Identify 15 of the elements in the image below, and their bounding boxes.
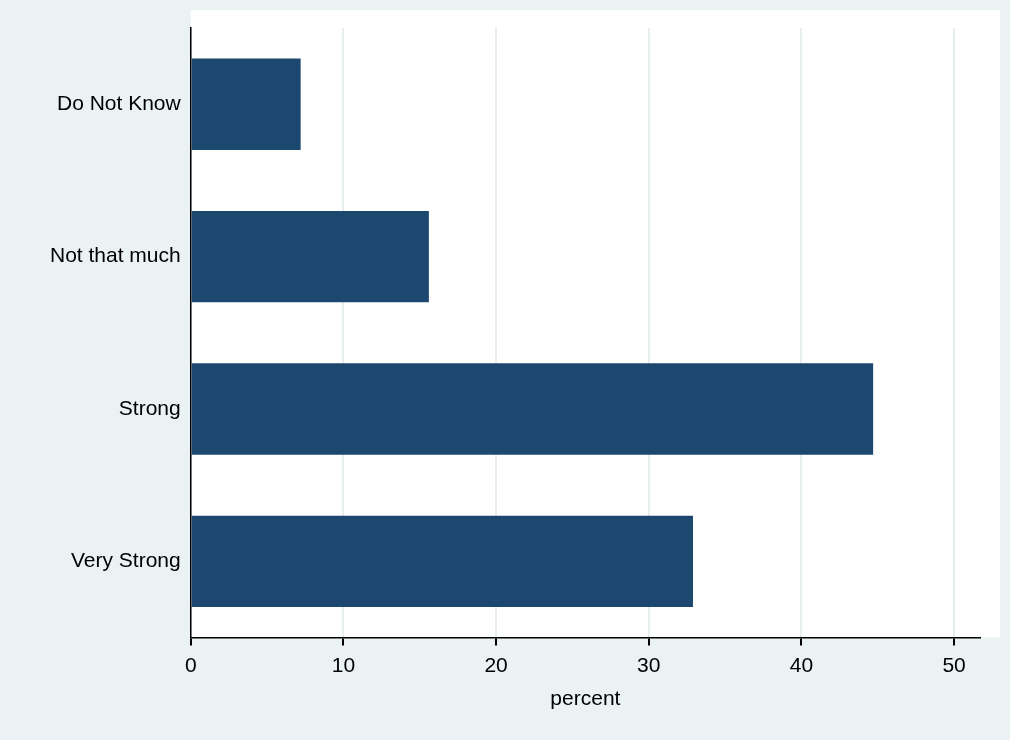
y-tick-label: Very Strong: [70, 548, 181, 572]
bar: [191, 363, 874, 455]
x-tick-label: 20: [484, 653, 508, 676]
bar: [191, 58, 301, 150]
x-tick-label: 40: [789, 653, 814, 676]
x-tick-label: 30: [637, 653, 661, 676]
x-tick-label: 10: [331, 653, 356, 676]
bar: [191, 210, 429, 303]
x-tick-label: 50: [942, 653, 966, 676]
y-tick-label: Strong: [118, 395, 181, 419]
y-tick-label: Do Not Know: [56, 91, 182, 114]
x-tick-label: 0: [184, 653, 197, 676]
y-tick-label: Not that much: [49, 243, 181, 267]
x-axis-title: percent: [550, 686, 621, 710]
bar: [191, 515, 693, 608]
